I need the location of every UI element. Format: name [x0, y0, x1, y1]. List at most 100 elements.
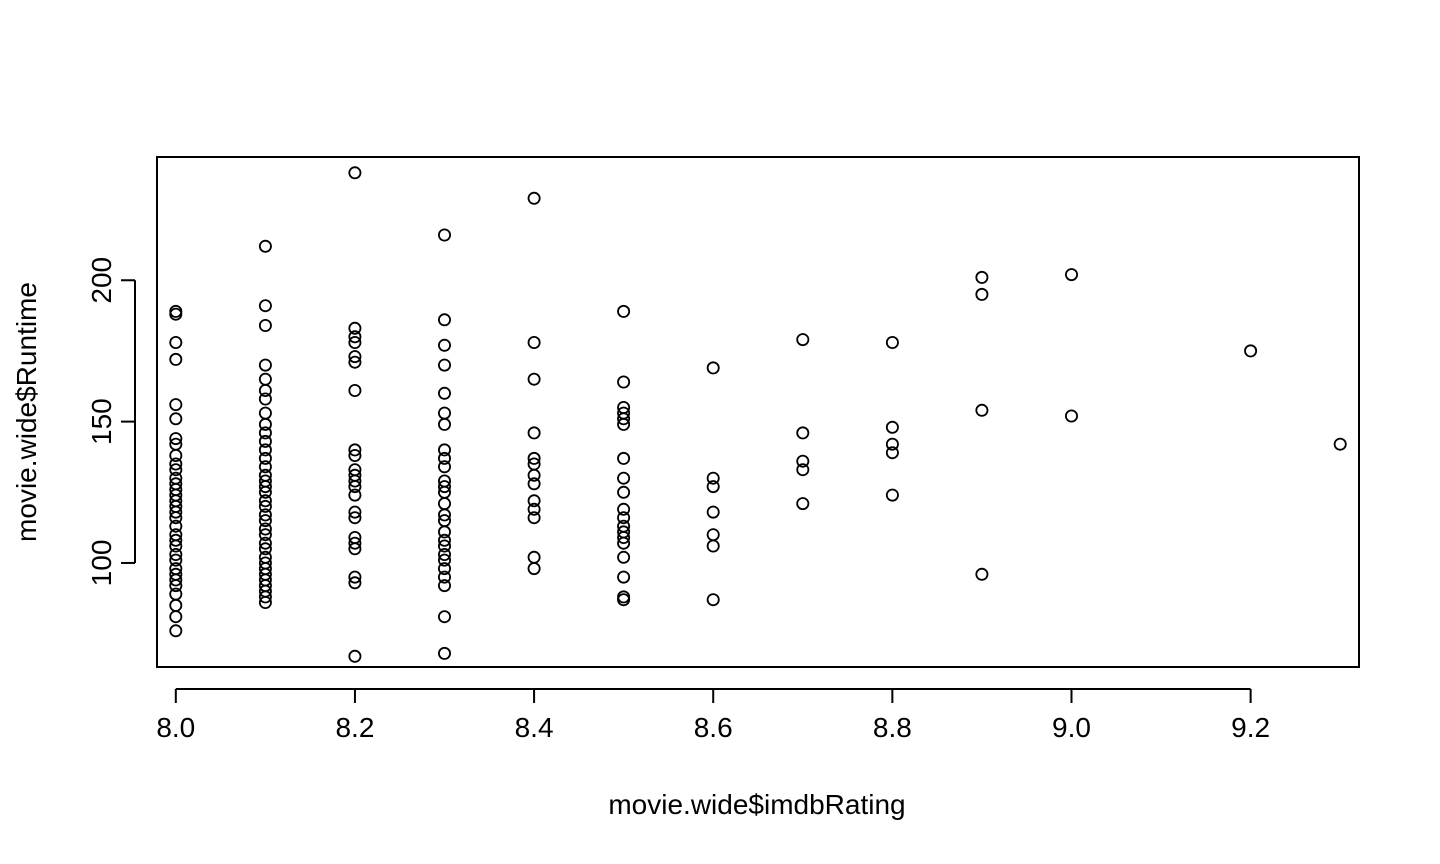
data-point-129: [617, 304, 631, 318]
x-axis: 8.0 8.2 8.4 8.6 8.8 9.0 9.2: [156, 688, 1270, 743]
data-point-17: [169, 505, 183, 519]
data-point-73: [348, 355, 362, 369]
data-point-93: [437, 358, 451, 372]
data-point-158: [796, 463, 810, 477]
data-point-18: [169, 511, 183, 525]
data-point-128: [527, 562, 541, 576]
y-axis: 100 150 200: [86, 257, 136, 586]
data-point-101: [437, 480, 451, 494]
data-point-72: [348, 350, 362, 364]
data-point-6: [169, 432, 183, 446]
data-point-167: [975, 403, 989, 417]
data-point-94: [437, 386, 451, 400]
data-point-9: [169, 457, 183, 471]
data-point-5: [169, 412, 183, 426]
data-point-82: [348, 505, 362, 519]
data-point-130: [617, 375, 631, 389]
data-point-71: [348, 335, 362, 349]
data-point-19: [169, 519, 183, 533]
data-point-70: [348, 330, 362, 344]
data-point-123: [527, 477, 541, 491]
data-point-22: [169, 539, 183, 553]
data-point-145: [617, 570, 631, 584]
data-point-156: [796, 426, 810, 440]
data-point-38: [258, 383, 272, 397]
data-point-166: [975, 287, 989, 301]
data-point-120: [527, 451, 541, 465]
data-point-2: [169, 335, 183, 349]
data-point-97: [437, 443, 451, 457]
data-point-33: [258, 239, 272, 253]
data-point-168: [975, 567, 989, 581]
data-point-138: [617, 502, 631, 516]
data-point-88: [348, 576, 362, 590]
data-point-69: [348, 321, 362, 335]
data-point-107: [437, 533, 451, 547]
data-point-142: [617, 531, 631, 545]
data-point-99: [437, 460, 451, 474]
x-tick-label-4: 8.8: [873, 712, 912, 743]
data-point-160: [885, 335, 899, 349]
data-point-119: [527, 426, 541, 440]
data-point-81: [348, 488, 362, 502]
data-point-118: [527, 372, 541, 386]
data-point-31: [169, 610, 183, 624]
x-tick-label-0: 8.0: [156, 712, 195, 743]
data-point-8: [169, 448, 183, 462]
data-point-53: [258, 508, 272, 522]
data-point-34: [258, 299, 272, 313]
data-point-153: [706, 539, 720, 553]
data-point-32: [169, 624, 183, 638]
data-point-56: [258, 528, 272, 542]
data-point-150: [706, 480, 720, 494]
data-point-28: [169, 579, 183, 593]
data-point-96: [437, 417, 451, 431]
data-point-10: [169, 463, 183, 477]
data-point-27: [169, 573, 183, 587]
data-point-148: [706, 361, 720, 375]
data-point-115: [437, 646, 451, 660]
data-point-172: [1333, 437, 1347, 451]
data-point-55: [258, 522, 272, 536]
data-point-41: [258, 417, 272, 431]
data-point-139: [617, 511, 631, 525]
data-point-117: [527, 335, 541, 349]
data-point-106: [437, 525, 451, 539]
data-point-149: [706, 471, 720, 485]
data-point-126: [527, 511, 541, 525]
data-point-113: [437, 579, 451, 593]
data-point-35: [258, 318, 272, 332]
data-point-49: [258, 480, 272, 494]
data-point-24: [169, 553, 183, 567]
x-tick-label-3: 8.6: [694, 712, 733, 743]
data-point-54: [258, 514, 272, 528]
data-point-92: [437, 338, 451, 352]
data-point-157: [796, 454, 810, 468]
data-point-134: [617, 417, 631, 431]
data-point-23: [169, 548, 183, 562]
data-point-57: [258, 536, 272, 550]
data-point-171: [1244, 344, 1258, 358]
data-point-136: [617, 471, 631, 485]
data-point-89: [348, 649, 362, 663]
x-axis-title: movie.wide$imdbRating: [608, 789, 905, 820]
data-point-1: [169, 307, 183, 321]
data-point-133: [617, 412, 631, 426]
data-point-109: [437, 548, 451, 562]
data-point-143: [617, 536, 631, 550]
data-point-108: [437, 539, 451, 553]
data-point-80: [348, 480, 362, 494]
data-point-52: [258, 499, 272, 513]
data-point-125: [527, 502, 541, 516]
data-point-67: [258, 596, 272, 610]
data-point-68: [348, 166, 362, 180]
data-point-112: [437, 570, 451, 584]
data-point-75: [348, 443, 362, 457]
data-point-83: [348, 511, 362, 525]
data-point-91: [437, 313, 451, 327]
y-tick-label-2: 200: [86, 257, 117, 304]
data-point-39: [258, 392, 272, 406]
data-point-86: [348, 542, 362, 556]
data-point-50: [258, 485, 272, 499]
data-point-79: [348, 474, 362, 488]
